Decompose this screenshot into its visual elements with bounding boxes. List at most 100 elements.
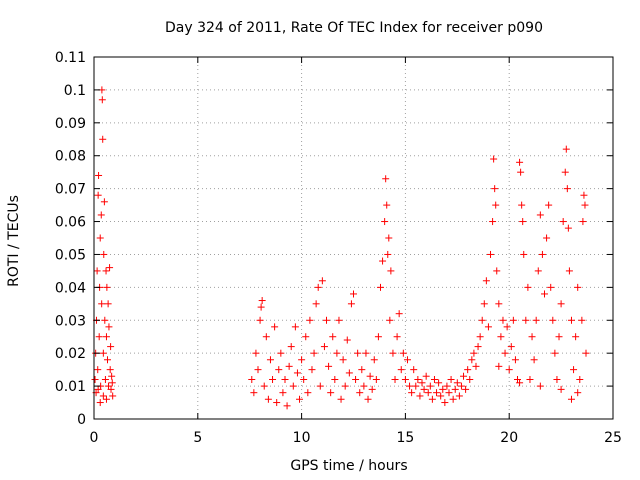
data-point [99, 349, 107, 357]
data-point [536, 211, 544, 219]
data-point [484, 323, 492, 331]
data-point [555, 333, 563, 341]
data-point [576, 376, 584, 384]
data-point [474, 343, 482, 351]
data-point [567, 395, 575, 403]
data-point [492, 201, 500, 209]
data-point [561, 168, 569, 176]
data-point [96, 399, 104, 407]
data-point [499, 316, 507, 324]
data-point [516, 379, 524, 387]
data-point [101, 316, 109, 324]
data-point [266, 356, 274, 364]
data-point [316, 382, 324, 390]
data-point [273, 399, 281, 407]
data-point [517, 168, 525, 176]
data-point [101, 376, 109, 384]
data-point [91, 376, 99, 384]
data-point [495, 362, 503, 370]
data-point [482, 277, 490, 285]
data-point [567, 316, 575, 324]
data-point [368, 385, 376, 393]
data-point [559, 218, 567, 226]
data-point [416, 392, 424, 400]
data-points [91, 86, 590, 410]
data-point [536, 382, 544, 390]
data-point [104, 300, 112, 308]
data-point [426, 382, 434, 390]
data-point [472, 362, 480, 370]
data-point [279, 389, 287, 397]
data-point [260, 382, 268, 390]
data-point [381, 218, 389, 226]
data-point [293, 369, 301, 377]
data-point [468, 356, 476, 364]
data-point [325, 362, 333, 370]
data-point [519, 218, 527, 226]
data-point [518, 201, 526, 209]
data-point [505, 366, 513, 374]
data-point [391, 376, 399, 384]
y-tick-label: 0.06 [55, 215, 86, 231]
data-point [449, 395, 457, 403]
y-tick-label: 0.07 [55, 182, 86, 198]
data-point [109, 392, 117, 400]
data-point [464, 366, 472, 374]
data-point [310, 349, 318, 357]
data-point [522, 316, 530, 324]
data-point [572, 333, 580, 341]
data-point [339, 356, 347, 364]
data-point [362, 349, 370, 357]
data-point [256, 316, 264, 324]
data-point [103, 356, 111, 364]
data-point [354, 349, 362, 357]
data-point [95, 333, 103, 341]
data-point [387, 267, 395, 275]
data-point [106, 264, 114, 272]
data-point [490, 155, 498, 163]
y-tick-label: 0.03 [55, 313, 86, 329]
data-point [489, 218, 497, 226]
data-point [300, 376, 308, 384]
data-point [389, 349, 397, 357]
data-point [96, 234, 104, 242]
data-point [384, 250, 392, 258]
data-point [98, 96, 106, 104]
y-tick-label: 0.02 [55, 346, 86, 362]
y-axis-ticks: 0 0.01 0.02 0.03 0.04 0.05 0.06 0.07 0.08 0.09 0.1… [55, 50, 613, 428]
data-point [453, 379, 461, 387]
data-point [397, 366, 405, 374]
data-point [94, 366, 102, 374]
y-tick-label: 0.05 [55, 247, 86, 263]
data-point [466, 376, 474, 384]
data-point [445, 389, 453, 397]
data-point [553, 376, 561, 384]
data-point [248, 376, 256, 384]
data-point [372, 376, 380, 384]
data-point [379, 257, 387, 265]
x-tick-label: 15 [396, 430, 414, 446]
data-point [470, 349, 478, 357]
data-point [511, 356, 519, 364]
data-point [106, 366, 114, 374]
y-tick-label: 0.01 [55, 379, 86, 395]
data-point [341, 382, 349, 390]
data-point [335, 316, 343, 324]
data-point [271, 323, 279, 331]
chart-title: Day 324 of 2011, Rate Of TEC Index for r… [165, 20, 543, 36]
data-point [385, 234, 393, 242]
data-point [491, 185, 499, 193]
data-point [403, 356, 411, 364]
data-point [441, 399, 449, 407]
data-point [331, 376, 339, 384]
data-point [476, 333, 484, 341]
data-point [549, 316, 557, 324]
x-axis-ticks: 0 5 10 15 20 25 [90, 57, 622, 446]
data-point [337, 395, 345, 403]
data-point [545, 201, 553, 209]
data-point [424, 389, 432, 397]
data-point [320, 343, 328, 351]
data-point [281, 376, 289, 384]
data-point [312, 300, 320, 308]
data-point [314, 283, 322, 291]
